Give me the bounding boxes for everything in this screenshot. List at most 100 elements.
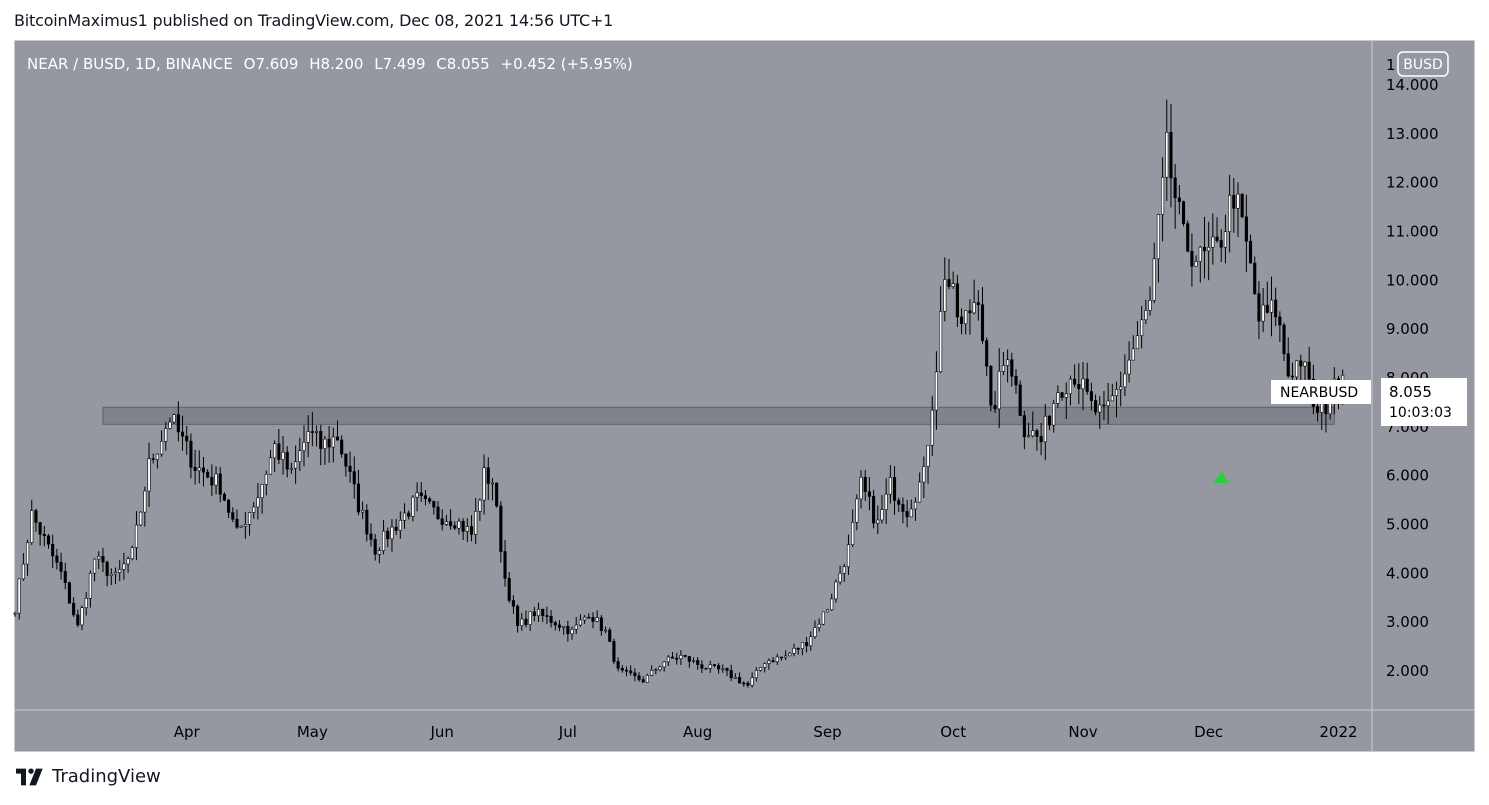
candle <box>1018 380 1022 416</box>
candle <box>934 351 938 430</box>
candle <box>180 415 185 451</box>
high-value: 8.200 <box>320 55 363 73</box>
candle <box>432 500 436 515</box>
candle <box>335 420 340 441</box>
candle <box>164 421 168 451</box>
candle <box>1035 428 1039 451</box>
candle <box>1265 281 1269 314</box>
candle <box>1110 383 1114 402</box>
candle <box>763 662 767 673</box>
candle <box>1215 217 1219 243</box>
candle <box>340 435 344 458</box>
candle <box>1077 363 1081 405</box>
candle <box>654 668 658 675</box>
candle <box>926 444 930 484</box>
candle <box>620 665 624 673</box>
published-line: BitcoinMaximus1 published on TradingView… <box>14 11 614 30</box>
candle <box>725 667 729 677</box>
candle <box>746 680 750 688</box>
candle <box>834 579 838 603</box>
candle <box>1307 346 1311 386</box>
candle <box>1232 177 1236 233</box>
candle <box>386 527 390 548</box>
candle <box>733 673 737 679</box>
candle <box>629 665 633 676</box>
candle <box>972 279 976 315</box>
candle <box>637 672 641 682</box>
candle <box>821 611 825 626</box>
candle <box>1102 390 1106 421</box>
candle <box>557 620 562 632</box>
candle <box>641 676 645 683</box>
candle <box>264 470 268 496</box>
candle <box>918 472 922 503</box>
candle <box>516 604 520 633</box>
candle <box>712 664 716 668</box>
candle <box>407 510 411 520</box>
candle <box>1022 410 1026 450</box>
candle <box>608 627 612 643</box>
candle <box>218 467 222 503</box>
candle <box>624 666 629 677</box>
candle <box>892 466 897 515</box>
candle <box>206 469 210 479</box>
candle <box>1043 403 1047 461</box>
candle <box>26 539 30 576</box>
symbol-pair: NEAR / BUSD, 1D, BINANCE <box>27 55 233 73</box>
candle <box>830 593 834 611</box>
candle <box>423 490 428 506</box>
candle <box>331 427 335 463</box>
candle <box>771 657 775 663</box>
low-label: L <box>374 55 383 73</box>
candle <box>959 308 964 335</box>
candle <box>51 534 55 569</box>
candle <box>993 390 997 413</box>
time-axis-tick: Oct <box>940 723 966 741</box>
candle <box>294 445 298 484</box>
candle <box>532 606 536 622</box>
candle <box>809 631 813 651</box>
candle <box>97 551 101 570</box>
candle <box>1202 216 1207 279</box>
candle <box>172 413 176 425</box>
candle <box>1257 281 1261 340</box>
candle <box>30 499 34 545</box>
candle <box>880 495 884 524</box>
candle <box>1248 234 1253 264</box>
candle <box>273 440 277 472</box>
candle <box>717 663 721 674</box>
low-value: 7.499 <box>383 55 426 73</box>
footer-brand: TradingView <box>16 766 161 787</box>
candle <box>704 667 708 670</box>
candle <box>846 534 851 576</box>
candle <box>415 482 419 512</box>
candle <box>1261 288 1265 333</box>
candle <box>277 429 281 465</box>
candle <box>1094 394 1098 416</box>
candle <box>398 511 402 539</box>
candle <box>700 660 704 673</box>
candle <box>210 464 214 497</box>
candle <box>855 494 859 531</box>
candle <box>457 518 461 535</box>
candle <box>767 658 771 670</box>
chart-panel[interactable] <box>15 41 1474 751</box>
candle <box>1240 193 1244 219</box>
candle <box>231 507 235 523</box>
candle <box>38 522 42 546</box>
candle <box>247 511 252 536</box>
time-axis-tick: Apr <box>174 723 201 741</box>
candle <box>939 286 943 374</box>
candle <box>863 470 867 501</box>
candle <box>469 515 474 542</box>
price-axis-tick: 11.000 <box>1386 222 1439 240</box>
candle <box>901 497 905 524</box>
candle <box>1190 233 1194 287</box>
candle <box>382 520 386 555</box>
candle <box>260 484 264 514</box>
candle <box>591 612 595 629</box>
candle <box>1068 375 1073 406</box>
currency-badge[interactable]: BUSD <box>1397 51 1449 77</box>
candle <box>344 453 348 477</box>
